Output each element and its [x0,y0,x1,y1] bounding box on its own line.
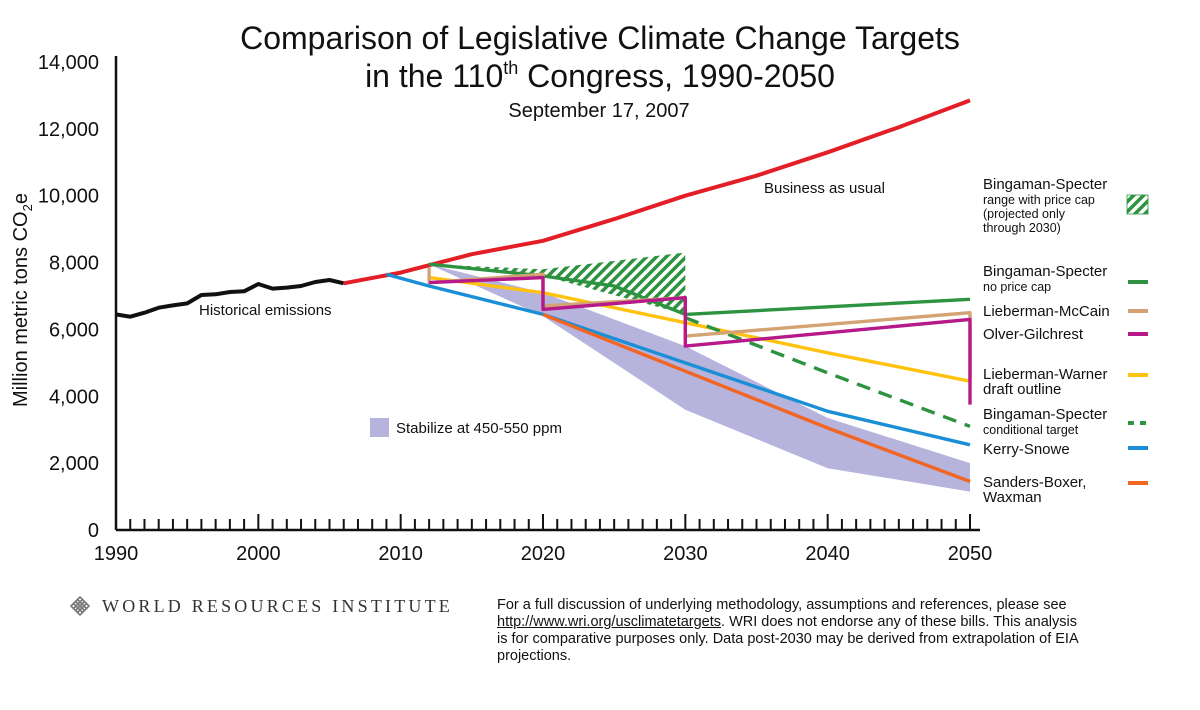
series-line-bingaman-no-cap [428,262,971,317]
footnote-text-2: . WRI does not endorse any of these bill… [497,614,1078,664]
legend-label-lieberman-warner-line2: draft outline [983,381,1061,398]
y-tick-label: 12,000 [38,119,99,141]
legend-sub-bingaman-no-cap: no price cap [983,280,1051,294]
y-axis-title-subscript: 2 [20,204,35,211]
y-tick-label: 14,000 [38,52,99,74]
series-line-olver-gilchrest [429,275,972,405]
chart-subtitle: September 17, 2007 [508,100,689,122]
legend: Bingaman-Specter range with price cap (p… [983,176,1149,506]
legend-swatch-bingaman-range [1126,194,1149,215]
chart-title-line2-suffix: Congress, 1990-2050 [518,58,835,94]
org-name: WORLD RESOURCES INSTITUTE [102,595,453,616]
footnote: For a full discussion of underlying meth… [497,597,1087,665]
x-tick-label: 2010 [378,543,423,565]
legend-sub-bingaman-conditional: conditional target [983,423,1079,437]
y-axis-title: Million metric tons CO2e [10,193,35,407]
footnote-link[interactable]: http://www.wri.org/usclimatetargets [497,614,722,630]
legend-label-olver-gilchrest: Olver-Gilchrest [983,326,1084,343]
legend-label-lieberman-mccain: Lieberman-McCain [983,303,1110,320]
series-line-kerry-snowe [385,272,971,447]
x-tick-label: 2030 [663,543,708,565]
y-tick-label: 0 [88,520,99,542]
y-tick-label: 6,000 [49,319,99,341]
chart-title-line2-prefix: in the 110 [365,58,503,94]
stabilize-swatch [370,418,389,437]
annotation-bau: Business as usual [764,180,885,197]
legend-sub-bingaman-range-3: through 2030) [983,221,1061,235]
legend-label-bingaman-conditional: Bingaman-Specter [983,406,1107,423]
legend-label-lieberman-warner: Lieberman-Warner [983,366,1108,383]
x-tick-label: 2020 [521,543,566,565]
legend-sub-bingaman-range-2: (projected only [983,207,1066,221]
y-tick-label: 10,000 [38,186,99,208]
annotation-historical: Historical emissions [199,302,332,319]
axes-layer: 1990 2000 2010 2020 2030 2040 2050 0 2,000 4,000 6… [38,52,992,565]
series-line-historical [115,278,345,319]
y-axis-title-tail: e [10,193,32,204]
legend-label-sanders-boxer-line2: Waxman [983,489,1042,506]
legend-label-bingaman-no-cap: Bingaman-Specter [983,263,1107,280]
y-tick-label: 8,000 [49,253,99,275]
series-line-bingaman-conditional [684,316,971,428]
x-tick-label: 1990 [94,543,139,565]
chart-title-line2: in the 110th Congress, 1990-2050 [365,58,835,94]
y-tick-label: 2,000 [49,453,99,475]
x-tick-label: 2050 [948,543,993,565]
y-axis-title-main: Million metric tons CO [10,211,32,407]
legend-label-sanders-boxer: Sanders-Boxer, [983,474,1086,491]
band-bingaman_range [429,252,686,315]
y-tick-label: 4,000 [49,386,99,408]
chart-title-line1: Comparison of Legislative Climate Change… [240,20,960,56]
wri-knot-logo-icon [69,595,91,617]
footnote-text-1: For a full discussion of underlying meth… [497,597,1067,613]
annotation-stabilize: Stabilize at 450-550 ppm [396,420,562,437]
legend-label-bingaman-range: Bingaman-Specter [983,176,1107,193]
series-layer [115,98,972,484]
series-line-sanders-boxer [542,312,971,484]
legend-label-kerry-snowe: Kerry-Snowe [983,441,1070,458]
x-tick-label: 2040 [805,543,850,565]
chart-title-line2-sup: th [503,58,518,78]
x-tick-label: 2000 [236,543,281,565]
legend-sub-bingaman-range-1: range with price cap [983,193,1095,207]
org-branding: WORLD RESOURCES INSTITUTE [68,594,453,618]
